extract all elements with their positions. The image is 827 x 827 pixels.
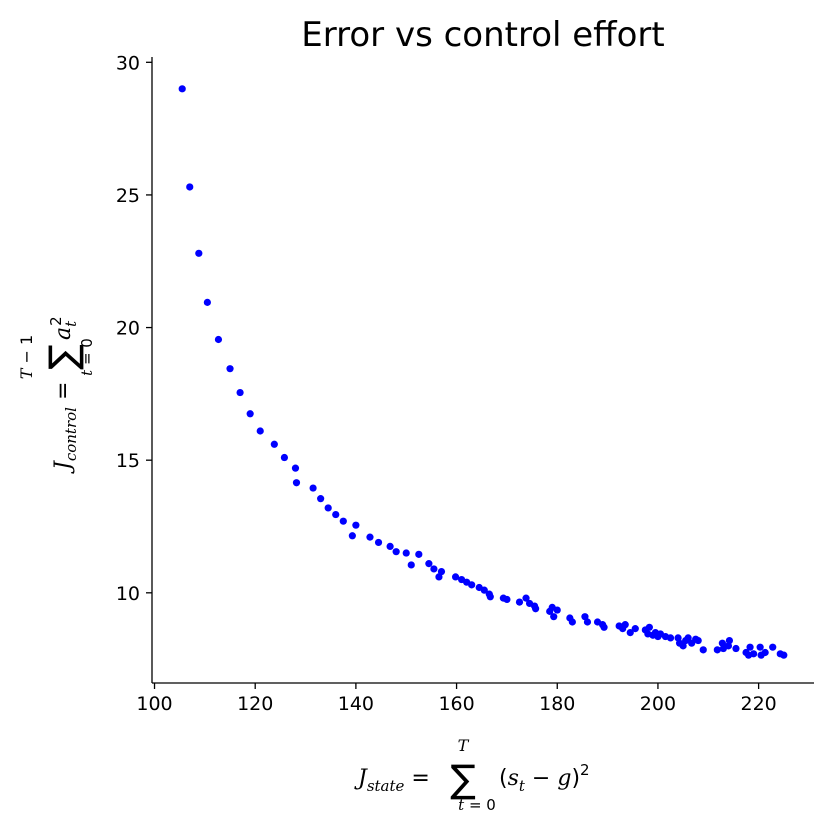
svg-text:∑: ∑ [41, 344, 85, 370]
x-ticks: 100 120 140 160 180 200 220 [136, 683, 777, 715]
data-point [186, 183, 194, 191]
x-tick-label: 160 [438, 693, 474, 715]
data-point [621, 621, 629, 629]
data-point [626, 629, 634, 637]
svg-text:T: T [458, 736, 470, 755]
data-point [553, 606, 561, 614]
x-tick-label: 140 [338, 693, 374, 715]
svg-text:Jstate =: Jstate = [354, 766, 430, 795]
data-point [568, 618, 576, 626]
data-points [178, 85, 788, 659]
data-point [600, 623, 608, 631]
y-tick-label: 20 [116, 318, 140, 340]
y-tick-label: 30 [116, 52, 140, 74]
data-point [749, 650, 758, 658]
data-point [246, 410, 254, 418]
data-point [415, 550, 423, 558]
svg-text:t = 0: t = 0 [458, 796, 496, 814]
chart-title: Error vs control effort [301, 15, 664, 55]
data-point [666, 634, 675, 642]
data-point [732, 644, 740, 653]
data-point [348, 532, 356, 540]
data-point [550, 613, 558, 621]
data-point [451, 573, 460, 581]
x-tick-label: 120 [237, 693, 273, 715]
axes [151, 57, 814, 684]
data-point [256, 427, 264, 435]
data-point [270, 440, 278, 448]
data-point [402, 549, 410, 557]
data-point [324, 504, 332, 512]
data-point [756, 643, 764, 651]
data-point [437, 567, 446, 576]
data-point [515, 598, 524, 606]
data-point [386, 542, 394, 550]
data-point [292, 479, 301, 487]
y-ticks: 10 15 20 25 30 [116, 52, 152, 605]
data-point [532, 605, 540, 613]
data-point [522, 594, 530, 602]
data-point [725, 636, 734, 645]
data-point [203, 298, 211, 306]
data-point [684, 634, 692, 642]
data-point [291, 464, 300, 472]
svg-text:at2: at2 [47, 316, 80, 340]
svg-text:Jcontrol =: Jcontrol = [51, 382, 80, 474]
data-point [503, 595, 511, 604]
y-tick-label: 25 [116, 185, 140, 207]
data-point [694, 636, 702, 645]
svg-text:T − 1: T − 1 [17, 335, 36, 379]
data-point [761, 648, 769, 657]
data-point [332, 510, 340, 519]
x-tick-label: 180 [539, 693, 575, 715]
data-point [746, 643, 754, 651]
data-point [486, 593, 494, 601]
data-point [236, 388, 244, 397]
y-tick-label: 15 [116, 450, 140, 472]
data-point [195, 249, 203, 257]
data-point [645, 623, 653, 631]
x-axis-label: Jstate = T ∑ t = 0 (st − g)2 [354, 736, 590, 814]
data-point [374, 538, 383, 547]
data-point [178, 85, 186, 93]
svg-text:∑: ∑ [450, 757, 476, 801]
data-point [468, 581, 476, 589]
x-tick-label: 100 [136, 693, 172, 715]
data-point [339, 517, 347, 525]
data-point [583, 618, 592, 626]
y-tick-label: 10 [116, 583, 140, 605]
data-point [352, 521, 360, 529]
data-point [366, 533, 374, 541]
data-point [780, 651, 788, 659]
data-point [280, 453, 288, 462]
x-tick-label: 200 [640, 693, 676, 715]
y-axis-label: Jcontrol = T − 1 ∑ t = 0 at2 [17, 316, 96, 474]
data-point [407, 561, 415, 569]
data-point [713, 646, 721, 654]
data-point [430, 565, 438, 573]
data-point [425, 560, 433, 568]
data-point [226, 365, 234, 373]
data-point [699, 646, 707, 654]
data-point [214, 335, 223, 344]
data-point [317, 495, 325, 503]
svg-text:(st − g)2: (st − g)2 [499, 761, 590, 795]
x-tick-label: 220 [740, 693, 776, 715]
data-point [392, 548, 400, 556]
data-point [480, 586, 488, 594]
data-point [309, 484, 317, 492]
data-point [631, 625, 639, 633]
data-point [769, 643, 777, 651]
svg-text:t = 0: t = 0 [78, 338, 96, 376]
